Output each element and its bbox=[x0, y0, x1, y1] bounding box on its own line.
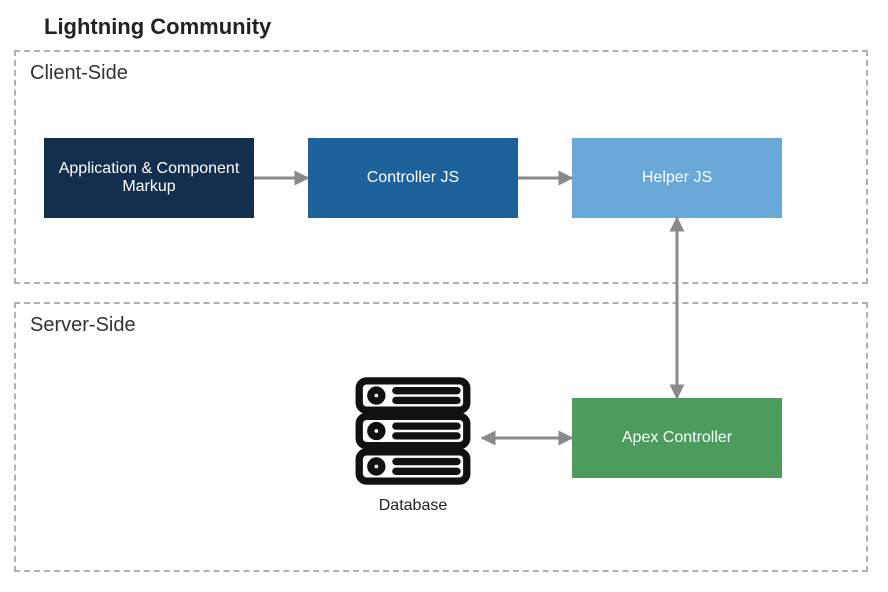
node-label: Apex Controller bbox=[622, 429, 732, 447]
group-client-label: Client-Side bbox=[30, 62, 128, 85]
page-title: Lightning Community bbox=[44, 14, 271, 40]
database-icon bbox=[348, 376, 478, 486]
node-label: Controller JS bbox=[367, 169, 459, 187]
database-icon-group: Database bbox=[348, 376, 478, 515]
node-label: Helper JS bbox=[642, 169, 712, 187]
node-application-markup: Application & Component Markup bbox=[44, 138, 254, 218]
diagram-canvas: Lightning Community Client-Side Server-S… bbox=[0, 0, 888, 592]
group-server-label: Server-Side bbox=[30, 314, 136, 337]
node-label: Application & Component Markup bbox=[54, 160, 244, 196]
node-apex-controller: Apex Controller bbox=[572, 398, 782, 478]
node-helper-js: Helper JS bbox=[572, 138, 782, 218]
node-controller-js: Controller JS bbox=[308, 138, 518, 218]
database-label: Database bbox=[348, 497, 478, 515]
